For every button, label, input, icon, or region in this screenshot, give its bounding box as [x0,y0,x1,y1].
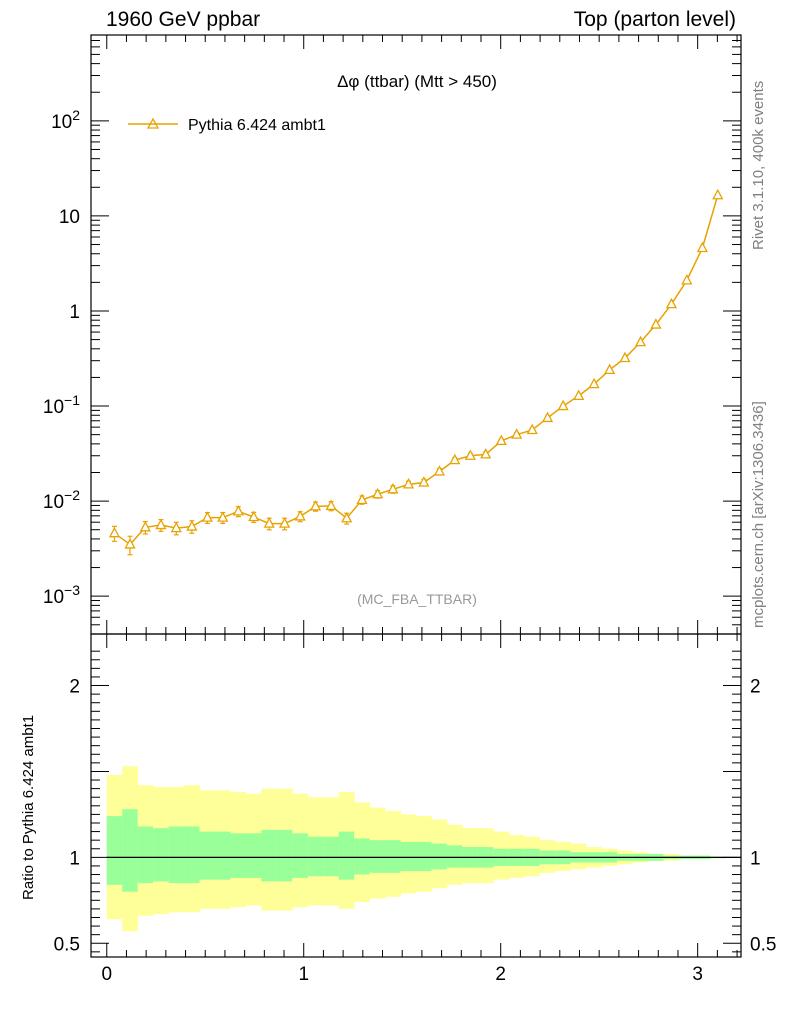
x-tick-label: 1 [298,964,309,985]
data-point [248,510,260,522]
data-point [433,465,446,476]
data-point [155,518,167,530]
x-tick-label: 2 [495,964,506,985]
left-title: 1960 GeV ppbar [106,8,261,31]
ratio-y-tick-label: 2 [69,677,80,698]
data-point [186,520,198,531]
inner-band-bin [338,831,355,880]
inner-band-bin [106,816,123,885]
data-point [387,482,399,494]
data-point [480,448,492,459]
main-panel [108,188,724,556]
y-tick-label: 10−1 [43,392,80,418]
data-point [650,318,662,329]
data-point [588,377,600,389]
inner-band-bin [276,829,293,882]
inner-band-bin [400,841,417,872]
inner-band-bin [153,828,170,882]
data-point [279,517,291,528]
data-point [341,511,353,523]
data-point [170,521,182,533]
x-tick-label: 3 [692,964,703,985]
right-title: Top (parton level) [573,8,736,31]
ratio-frame [90,633,742,958]
data-point [124,538,136,549]
data-point [201,511,213,522]
data-point [418,476,430,487]
data-point [712,188,724,200]
inner-band-bin [446,845,463,868]
y-tick-label: 1 [69,302,80,323]
y-tick-label: 10 [59,207,80,228]
inner-band-bin [323,836,340,877]
data-point [619,351,631,363]
inner-band-bin [184,826,200,884]
data-point [604,363,616,375]
axes: 0 1 2 3 10−3 10−2 10−1 1 10 102 0.5 0.5 1 1 2 2 [43,34,776,985]
inner-band-bin [354,838,371,875]
y-tick-label: 102 [51,107,80,133]
data-point [356,493,368,505]
data-point [511,428,523,439]
data-point [634,335,647,347]
series-line [113,195,719,546]
legend-label: Pythia 6.424 ambt1 [188,117,326,134]
data-point [526,423,538,435]
data-point [108,526,121,538]
ratio-y-tick-label-right: 0.5 [750,934,776,955]
ratio-y-tick-label: 0.5 [54,934,80,955]
data-point [573,389,585,401]
y-tick-label: 10−2 [43,487,80,513]
data-point [372,487,384,499]
inner-band-bin [431,843,448,870]
inner-band-bin [307,836,324,877]
data-point [495,434,507,446]
data-point [696,241,708,253]
data-point [665,297,678,309]
y-tick-label: 10−3 [43,582,80,608]
data-point [309,499,322,511]
inner-band-bin [385,840,401,873]
data-point [294,510,306,521]
data-point [217,511,229,522]
data-point [263,517,275,528]
inner-band-bin [199,831,216,880]
inner-band-bin [168,826,185,884]
data-point [139,520,151,532]
inner-band-bin [245,833,262,878]
ratio-bands [106,766,741,932]
data-point [464,449,476,460]
inner-band-bin [416,841,432,872]
ratio-y-tick-label-right: 2 [750,677,761,698]
inner-band-bin [214,831,231,880]
legend: Pythia 6.424 ambt1 [128,117,326,134]
data-point [681,273,693,285]
data-point [541,411,554,423]
chart-title: Δφ (ttbar) (Mtt > 450) [337,72,497,91]
inner-band-bin [230,833,247,878]
inner-band-bin [137,826,154,884]
data-point [232,504,244,516]
inner-band-bin [292,833,309,878]
watermark: (MC_FBA_TTBAR) [357,591,477,607]
data-point [449,453,461,465]
ratio-y-tick-label-right: 1 [750,848,761,869]
ratio-y-tick-label: 1 [69,848,80,869]
data-point [557,399,569,411]
x-tick-label: 0 [101,964,112,985]
data-point [325,499,337,511]
inner-band-bin [122,809,139,892]
legend-marker [146,117,160,129]
inner-band-bin [369,840,386,873]
inner-band-bin [261,829,278,882]
data-point [402,477,415,489]
